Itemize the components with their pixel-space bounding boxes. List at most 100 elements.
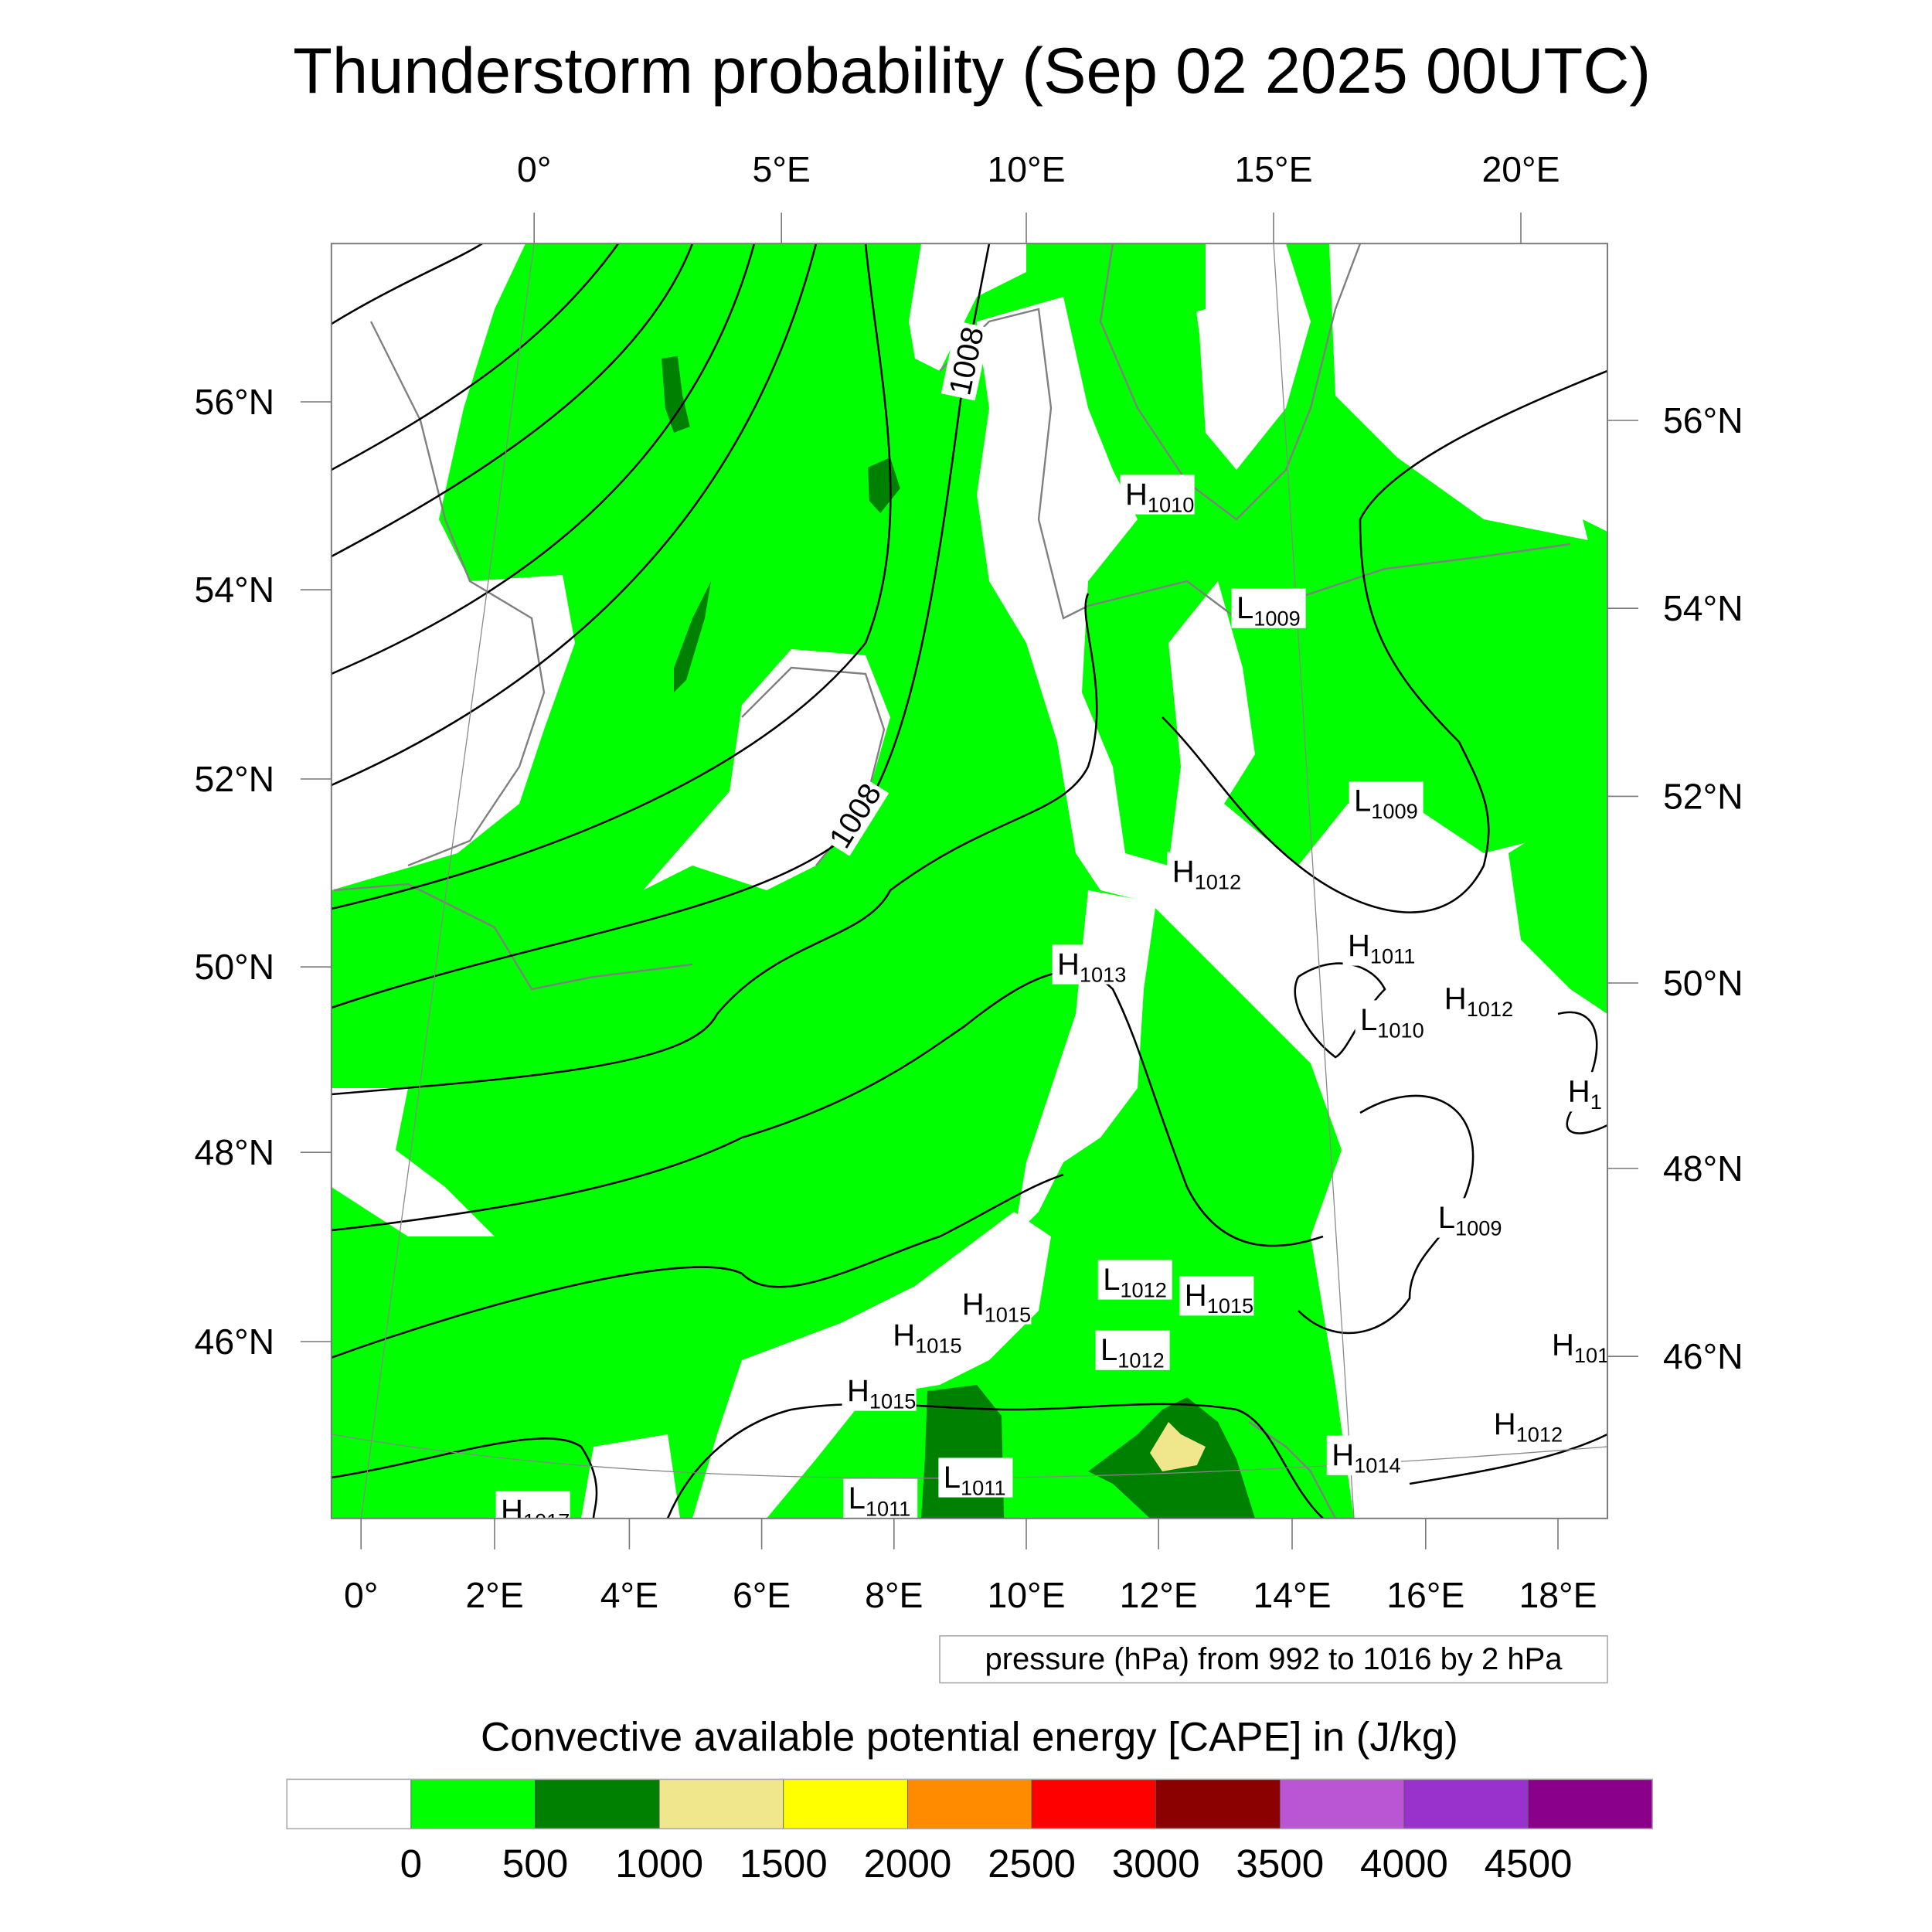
colorbar-swatch <box>286 1779 412 1829</box>
map-frame <box>330 243 1608 1519</box>
left-axis-label: 48°N <box>195 1132 275 1172</box>
bottom-axis-label: 2°E <box>465 1575 523 1615</box>
svg-text:L1011: L1011 <box>849 1481 911 1521</box>
center-value: 1009 <box>1455 1216 1502 1240</box>
top-axis-label: 20°E <box>1481 149 1560 189</box>
left-axis-label: 52°N <box>195 759 275 799</box>
svg-text:L1009: L1009 <box>1438 1201 1502 1240</box>
center-value: 1 <box>1590 1090 1602 1114</box>
pressure-center-high: H1 <box>1563 1072 1607 1114</box>
colorbar-swatch <box>410 1779 536 1829</box>
svg-text:H1015: H1015 <box>962 1287 1031 1327</box>
top-axis-label: 10°E <box>987 149 1065 189</box>
pressure-center-high: H1015 <box>842 1371 917 1413</box>
pressure-center-high: H1010 <box>1120 474 1195 517</box>
bottom-axis-label: 10°E <box>987 1575 1065 1615</box>
center-value: 1010 <box>1148 492 1194 516</box>
pressure-center-low: L1012 <box>1095 1330 1170 1372</box>
top-axis-label: 5°E <box>753 149 811 189</box>
center-type: H <box>501 1494 523 1528</box>
center-value: 1011 <box>1370 944 1415 968</box>
center-value: 1011 <box>961 1475 1005 1499</box>
center-type: L <box>1438 1201 1455 1235</box>
colorbar-swatch <box>1528 1779 1653 1829</box>
colorbar-swatch <box>1031 1779 1157 1829</box>
center-value: 1012 <box>1120 1277 1166 1301</box>
center-value: 1015 <box>1207 1294 1253 1318</box>
map-area: 1008 1008 H1010L1009L1009H1012H1011H1013… <box>331 243 1609 1533</box>
pressure-center-labels: H1010L1009L1009H1012H1011H1013L1010H1012… <box>495 474 1609 1533</box>
map-title: Thunderstorm probability (Sep 02 2025 00… <box>293 35 1651 107</box>
contour-label-1008-a: 1008 <box>940 321 991 401</box>
center-value: 1012 <box>1117 1349 1164 1372</box>
svg-text:H1011: H1011 <box>1348 929 1415 968</box>
contour-note-box <box>939 1635 1608 1684</box>
center-type: L <box>1100 1333 1117 1367</box>
colorbar: 0 500 1000 1500 2000 2500 3000 3500 4000 4500 <box>286 1778 1654 1886</box>
colorbar-label: 4500 <box>1485 1842 1573 1886</box>
contour-note: pressure (hPa) from 992 to 1016 by 2 hPa <box>985 1642 1563 1676</box>
svg-text:L1009: L1009 <box>1354 784 1418 824</box>
center-type: H <box>893 1318 915 1352</box>
colorbar-label: 1000 <box>615 1842 703 1886</box>
cape-field-khaki <box>1150 1422 1206 1471</box>
bottom-axis-label: 16°E <box>1386 1575 1464 1615</box>
pressure-center-high: H1014 <box>1326 1435 1401 1478</box>
center-type: H <box>1568 1075 1590 1109</box>
svg-text:H1014: H1014 <box>1332 1438 1400 1478</box>
pressure-center-high: H1015 <box>887 1315 962 1358</box>
bottom-axis-label: 6°E <box>733 1575 791 1615</box>
center-type: H <box>1494 1407 1516 1441</box>
svg-text:L1010: L1010 <box>1360 1003 1424 1043</box>
right-axis-label: 54°N <box>1663 588 1743 628</box>
bottom-axis-label: 0° <box>344 1575 378 1615</box>
colorbar-label: 3000 <box>1112 1842 1200 1886</box>
svg-text:H1015: H1015 <box>847 1374 916 1413</box>
bottom-axis-label: 18°E <box>1519 1575 1597 1615</box>
coastlines <box>333 243 1571 1519</box>
center-type: H <box>1552 1328 1574 1362</box>
svg-text:H1017: H1017 <box>501 1494 570 1533</box>
center-type: L <box>944 1461 961 1495</box>
colorbar-label: 3500 <box>1236 1842 1324 1886</box>
pressure-center-low: L1012 <box>1097 1260 1172 1302</box>
center-value: 1017 <box>523 1509 570 1533</box>
center-value: 1013 <box>1080 962 1126 986</box>
axes: 0° 5°E 10°E 15°E 20°E 0° 2°E 4°E 6°E 8°E 10°E 12°E 1… <box>195 149 1743 1615</box>
center-value: 101 <box>1574 1343 1609 1367</box>
colorbar-swatch <box>1403 1779 1529 1829</box>
svg-text:H1010: H1010 <box>1125 478 1194 517</box>
colorbar-label: 500 <box>502 1842 568 1886</box>
pressure-center-high: H101 <box>1546 1325 1609 1368</box>
center-value: 1015 <box>985 1302 1031 1326</box>
center-value: 1012 <box>1195 869 1241 893</box>
center-type: H <box>1172 855 1195 889</box>
bottom-axis-label: 4°E <box>600 1575 658 1615</box>
pressure-center-high: H1012 <box>1488 1404 1563 1447</box>
center-value: 1014 <box>1354 1454 1400 1478</box>
svg-text:L1012: L1012 <box>1103 1263 1167 1302</box>
center-type: H <box>1348 929 1370 963</box>
colorbar-swatch <box>783 1779 908 1829</box>
svg-text:L1011: L1011 <box>944 1461 1006 1500</box>
bottom-axis-label: 8°E <box>865 1575 923 1615</box>
svg-text:H1012: H1012 <box>1172 855 1241 894</box>
center-type: H <box>1332 1438 1354 1472</box>
colorbar-swatch <box>1155 1779 1281 1829</box>
svg-text:L1012: L1012 <box>1100 1333 1165 1372</box>
center-value: 1009 <box>1253 607 1300 631</box>
colorbar-swatch <box>535 1779 660 1829</box>
center-type: H <box>1125 478 1148 512</box>
svg-text:H1015: H1015 <box>893 1318 961 1358</box>
pressure-center-high: H1012 <box>1439 979 1514 1021</box>
bottom-axis-label: 12°E <box>1120 1575 1198 1615</box>
colorbar-label: 2500 <box>988 1842 1076 1886</box>
colorbar-label: 2000 <box>863 1842 951 1886</box>
top-axis-label: 0° <box>517 149 551 189</box>
svg-text:H101: H101 <box>1552 1328 1609 1368</box>
center-type: H <box>847 1374 869 1408</box>
colorbar-swatch <box>1279 1779 1405 1829</box>
svg-text:H1012: H1012 <box>1494 1407 1563 1447</box>
left-axis-label: 54°N <box>195 570 275 610</box>
svg-text:H1013: H1013 <box>1057 947 1126 987</box>
